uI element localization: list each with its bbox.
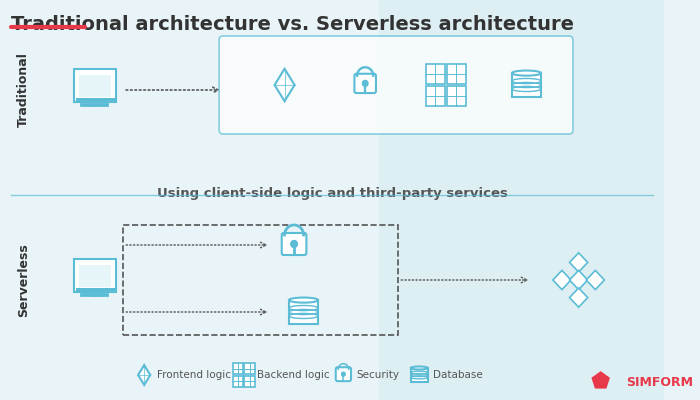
FancyBboxPatch shape bbox=[426, 64, 445, 84]
FancyBboxPatch shape bbox=[289, 300, 318, 324]
Ellipse shape bbox=[512, 70, 541, 76]
FancyBboxPatch shape bbox=[74, 259, 116, 292]
FancyBboxPatch shape bbox=[74, 69, 116, 102]
FancyBboxPatch shape bbox=[379, 0, 664, 400]
Text: Traditional architecture vs. Serverless architecture: Traditional architecture vs. Serverless … bbox=[11, 15, 575, 34]
Circle shape bbox=[363, 80, 368, 86]
FancyBboxPatch shape bbox=[233, 364, 244, 374]
Text: Using client-side logic and third-party services: Using client-side logic and third-party … bbox=[157, 187, 508, 200]
FancyBboxPatch shape bbox=[512, 73, 541, 97]
Text: Traditional: Traditional bbox=[17, 52, 30, 128]
Polygon shape bbox=[138, 365, 150, 385]
FancyBboxPatch shape bbox=[244, 376, 255, 386]
Text: Frontend logic: Frontend logic bbox=[158, 370, 232, 380]
FancyBboxPatch shape bbox=[79, 74, 111, 96]
FancyBboxPatch shape bbox=[219, 36, 573, 134]
Text: Serverless: Serverless bbox=[17, 243, 30, 317]
FancyBboxPatch shape bbox=[79, 265, 111, 286]
FancyBboxPatch shape bbox=[411, 368, 428, 382]
Polygon shape bbox=[570, 270, 588, 290]
Polygon shape bbox=[553, 270, 571, 290]
FancyBboxPatch shape bbox=[447, 86, 466, 106]
FancyBboxPatch shape bbox=[426, 86, 445, 106]
Circle shape bbox=[290, 240, 298, 248]
Polygon shape bbox=[274, 69, 295, 101]
Ellipse shape bbox=[289, 298, 318, 303]
Text: SIMFORM: SIMFORM bbox=[626, 376, 693, 388]
Text: Database: Database bbox=[433, 370, 482, 380]
FancyBboxPatch shape bbox=[354, 74, 376, 93]
FancyBboxPatch shape bbox=[233, 376, 244, 386]
FancyBboxPatch shape bbox=[447, 64, 466, 84]
Text: Backend logic: Backend logic bbox=[257, 370, 330, 380]
FancyBboxPatch shape bbox=[281, 233, 307, 255]
Polygon shape bbox=[586, 270, 604, 290]
Text: ⬟: ⬟ bbox=[591, 372, 610, 392]
FancyBboxPatch shape bbox=[336, 367, 351, 381]
FancyBboxPatch shape bbox=[244, 364, 255, 374]
Text: Security: Security bbox=[357, 370, 400, 380]
Polygon shape bbox=[570, 253, 588, 272]
Ellipse shape bbox=[411, 366, 428, 370]
Circle shape bbox=[342, 372, 345, 376]
Polygon shape bbox=[570, 288, 588, 307]
